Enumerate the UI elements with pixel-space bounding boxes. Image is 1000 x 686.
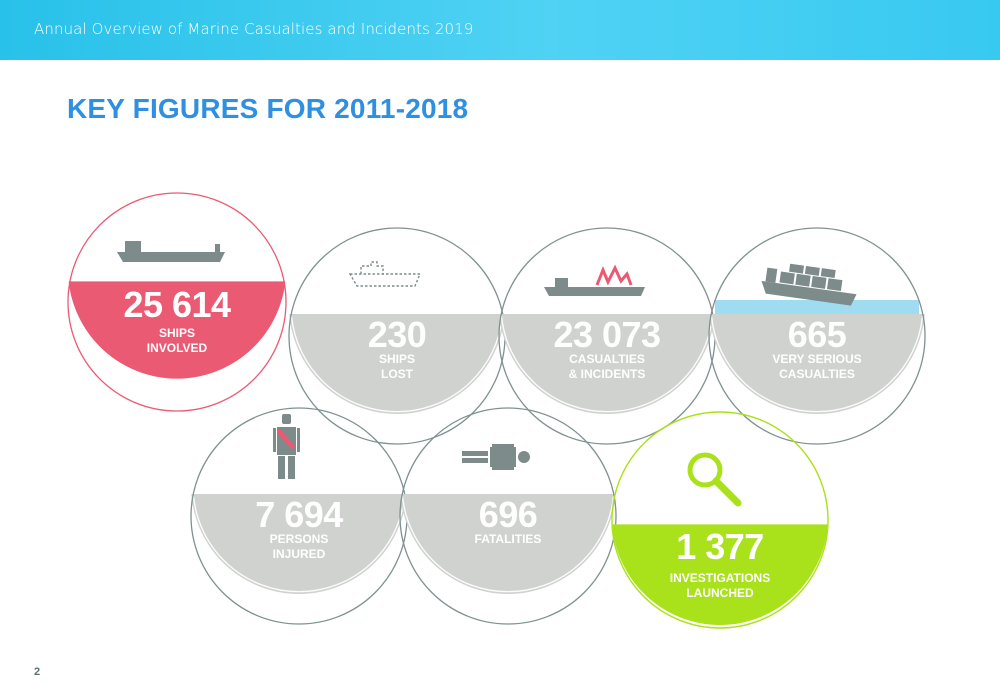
figure-casualties-incidents: 23 073 CASUALTIES & INCIDENTS [497,226,717,446]
figure-label-line1: FATALITIES [474,532,542,546]
figure-label-line2: LAUNCHED [686,586,754,600]
injured-person-icon [273,414,300,479]
ship-damage-icon [544,264,645,296]
figure-label-line2: & INCIDENTS [568,367,646,381]
fill-segment [289,314,505,414]
figure-ring [399,407,617,625]
lying-person-icon [462,444,530,470]
header-band [0,0,1000,60]
figure-value: 25 614 [123,284,231,325]
fill-segment [709,314,925,414]
figure-label-line2: INJURED [272,547,326,561]
figure-value: 7 694 [255,494,343,535]
figure-ring [708,227,926,445]
sinking-ship-icon [761,263,857,306]
figure-very-serious-casualties: 665 VERY SERIOUS CASUALTIES [707,226,927,446]
figure-ships-involved: 25 614 SHIPS INVOLVED [67,192,287,412]
document-header: Annual Overview of Marine Casualties and… [34,20,474,38]
figure-value: 230 [367,314,427,355]
figure-label-line1: CASUALTIES [569,352,645,366]
figure-value: 696 [478,494,538,535]
magnifier-icon [687,452,742,507]
figure-label-line1: SHIPS [378,352,415,366]
ship-outline-icon [348,261,422,287]
figure-label-line1: VERY SERIOUS [772,352,862,366]
figure-value: 1 377 [676,526,764,567]
fill-segment [68,282,286,379]
fill-segment [191,494,407,594]
figure-value: 665 [787,314,847,355]
fill-segment [400,494,616,594]
figure-investigations-launched: 1 377 INVESTIGATIONS LAUNCHED [610,410,830,630]
figure-label-line1: PERSONS [269,532,329,546]
figure-fatalities: 696 FATALITIES [398,406,618,626]
page-title: KEY FIGURES FOR 2011-2018 [67,93,469,124]
figure-value: 23 073 [553,314,661,355]
figure-label-line2: CASUALTIES [779,367,855,381]
figure-label-line1: SHIPS [158,326,195,340]
page-number: 2 [34,666,41,678]
figure-label-line2: INVOLVED [146,341,208,355]
figure-ring [67,192,287,412]
cargo-ship-icon [117,241,225,262]
figure-label-line2: LOST [381,367,413,381]
water-band [715,300,919,314]
figure-persons-injured: 7 694 PERSONS INJURED [189,406,409,626]
figure-label-line1: INVESTIGATIONS [669,571,771,585]
fill-segment [612,525,828,625]
fill-segment [499,314,715,414]
figure-ring [611,411,829,629]
